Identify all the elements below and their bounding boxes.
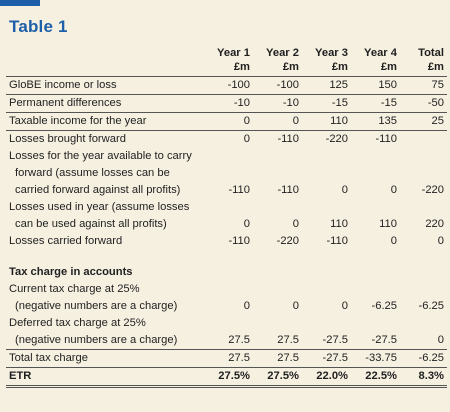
cell-year-2: 27.5 <box>277 334 299 346</box>
cell-year-3: 125 <box>302 76 351 95</box>
cell-year-3: -15 <box>302 94 351 113</box>
cell-year-1: 27.5 <box>228 334 250 346</box>
cell-year-3: 0 <box>341 300 348 312</box>
row-label: ETR <box>6 367 198 388</box>
cell-total: -50 <box>400 94 447 113</box>
cell-total: -220 <box>421 184 444 196</box>
header-year-4: Year 4 £m <box>351 46 400 77</box>
row-globe-income: GloBE income or loss -100 -100 125 150 7… <box>6 76 447 95</box>
row-label: Permanent differences <box>6 94 198 113</box>
row-losses-used-in-year: Losses used in year (assume losses can b… <box>6 199 447 233</box>
cell-total: 8.3% <box>400 367 447 388</box>
cell-total: 25 <box>400 112 447 131</box>
row-total-tax-charge: Total tax charge 27.5 27.5 -27.5 -33.75 … <box>6 349 447 368</box>
section-tax-charge: Tax charge in accounts <box>6 264 447 281</box>
cell-year-1: 0 <box>198 112 253 131</box>
row-losses-carried-forward: Losses carried forward -110 -220 -110 0 … <box>6 233 447 250</box>
cell-year-2: 0 <box>292 300 299 312</box>
row-taxable-income: Taxable income for the year 0 0 110 135 … <box>6 112 447 131</box>
cell-year-2: -10 <box>253 94 302 113</box>
cell-total: -6.25 <box>418 300 445 312</box>
cell-year-3: 22.0% <box>302 367 351 388</box>
section-heading: Tax charge in accounts <box>9 266 133 278</box>
cell-year-4: -27.5 <box>371 334 398 346</box>
row-label: Total tax charge <box>6 349 198 368</box>
cell-total: 75 <box>400 76 447 95</box>
cell-year-1: -10 <box>198 94 253 113</box>
cell-year-4: 135 <box>351 112 400 131</box>
header-year-2: Year 2 £m <box>253 46 302 77</box>
cell-year-1: -110 <box>228 235 250 247</box>
cell-total: 0 <box>437 235 444 247</box>
header-year-3: Year 3 £m <box>302 46 351 77</box>
row-etr: ETR 27.5% 27.5% 22.0% 22.5% 8.3% <box>6 367 447 388</box>
cell-total: -6.25 <box>400 349 447 368</box>
cell-year-3: -27.5 <box>302 349 351 368</box>
row-label: Losses brought forward <box>9 133 126 145</box>
row-label: Deferred tax charge at 25% (negative num… <box>9 317 178 346</box>
cell-year-3: -27.5 <box>322 334 349 346</box>
cell-year-3: -110 <box>326 235 348 247</box>
row-deferred-tax-charge: Deferred tax charge at 25% (negative num… <box>6 315 447 350</box>
row-label: GloBE income or loss <box>6 76 198 95</box>
table-title: Table 1 <box>9 17 68 36</box>
tax-table: Year 1 £m Year 2 £m Year 3 £m Year 4 £m Tota… <box>6 46 447 388</box>
cell-year-4: -15 <box>351 94 400 113</box>
cell-year-2: 0 <box>292 218 299 230</box>
cell-year-2: 27.5% <box>253 367 302 388</box>
cell-total: 220 <box>425 218 444 230</box>
row-label: Losses for the year available to carry f… <box>9 150 192 196</box>
cell-year-2: -220 <box>276 235 299 247</box>
row-label: Current tax charge at 25% (negative numb… <box>9 283 178 312</box>
row-losses-available-carry-forward: Losses for the year available to carry f… <box>6 148 447 199</box>
cell-year-2: -110 <box>277 133 299 145</box>
header-label-cell <box>6 46 198 77</box>
table-header-row: Year 1 £m Year 2 £m Year 3 £m Year 4 £m Tota… <box>6 46 447 77</box>
row-label: Taxable income for the year <box>6 112 198 131</box>
cell-year-3: 0 <box>341 184 348 196</box>
accent-bar <box>0 0 40 6</box>
cell-year-1: 0 <box>243 133 250 145</box>
cell-year-2: 27.5 <box>253 349 302 368</box>
cell-year-1: 27.5 <box>198 349 253 368</box>
cell-year-4: -110 <box>375 133 397 145</box>
cell-year-4: 110 <box>379 218 397 230</box>
cell-year-4: 22.5% <box>351 367 400 388</box>
cell-year-3: 110 <box>302 112 351 131</box>
cell-year-4: -33.75 <box>351 349 400 368</box>
header-year-1: Year 1 £m <box>198 46 253 77</box>
cell-year-4: -6.25 <box>371 300 398 312</box>
cell-year-1: 0 <box>243 300 250 312</box>
row-losses-brought-forward: Losses brought forward 0 -110 -220 -110 <box>6 131 447 149</box>
cell-year-4: 150 <box>351 76 400 95</box>
cell-year-1: -110 <box>228 184 250 196</box>
cell-year-2: -100 <box>253 76 302 95</box>
cell-year-4: 0 <box>390 184 397 196</box>
cell-year-1: 0 <box>243 218 250 230</box>
row-current-tax-charge: Current tax charge at 25% (negative numb… <box>6 281 447 315</box>
header-total: Total £m <box>400 46 447 77</box>
cell-year-2: -110 <box>277 184 299 196</box>
spacer-row <box>6 250 447 264</box>
row-label: Losses used in year (assume losses can b… <box>9 201 190 230</box>
cell-total: 0 <box>437 334 444 346</box>
cell-year-3: -220 <box>325 133 348 145</box>
cell-year-3: 110 <box>330 218 348 230</box>
row-permanent-differences: Permanent differences -10 -10 -15 -15 -5… <box>6 94 447 113</box>
cell-year-2: 0 <box>253 112 302 131</box>
cell-year-1: 27.5% <box>198 367 253 388</box>
cell-year-4: 0 <box>390 235 397 247</box>
row-label: Losses carried forward <box>9 235 123 247</box>
cell-total <box>400 131 447 149</box>
cell-year-1: -100 <box>198 76 253 95</box>
